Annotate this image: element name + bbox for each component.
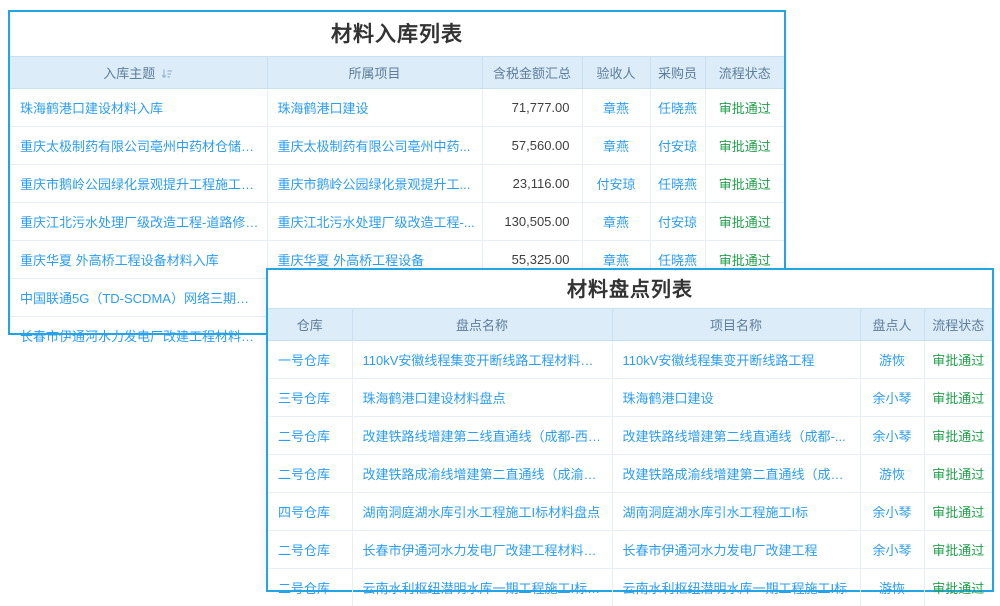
inbound-status-link[interactable]: 审批通过	[705, 127, 784, 165]
inbound-amount: 130,505.00	[482, 203, 582, 241]
inventory-warehouse-link[interactable]: 一号仓库	[268, 341, 352, 379]
inventory-warehouse-link[interactable]: 四号仓库	[268, 493, 352, 531]
inbound-subject-link[interactable]: 长春市伊通河水力发电厂改建工程材料入库	[10, 317, 267, 355]
inbound-list-title: 材料入库列表	[10, 12, 784, 56]
inventory-checker-link[interactable]: 游恢	[860, 569, 924, 606]
col-header-project-name: 项目名称	[612, 309, 860, 341]
inventory-status-link[interactable]: 审批通过	[924, 341, 992, 379]
inbound-subject-link[interactable]: 重庆华夏 外高桥工程设备材料入库	[10, 241, 267, 279]
col-header-inbound-amount: 含税金额汇总	[482, 57, 582, 89]
inbound-purchaser-link[interactable]: 付安琼	[650, 127, 705, 165]
table-row: 重庆市鹅岭公园绿化景观提升工程施工材... 重庆市鹅岭公园绿化景观提升工... …	[10, 165, 784, 203]
inventory-status-link[interactable]: 审批通过	[924, 379, 992, 417]
inventory-checker-link[interactable]: 余小琴	[860, 531, 924, 569]
inventory-warehouse-link[interactable]: 二号仓库	[268, 569, 352, 606]
table-row: 二号仓库 改建铁路线增建第二线直通线（成都-西安）... 改建铁路线增建第二线直…	[268, 417, 992, 455]
inbound-subject-link[interactable]: 珠海鹤港口建设材料入库	[10, 89, 267, 127]
col-header-inbound-inspector: 验收人	[582, 57, 650, 89]
inbound-purchaser-link[interactable]: 任晓燕	[650, 89, 705, 127]
table-row: 二号仓库 改建铁路成渝线增建第二直通线（成渝枢纽... 改建铁路成渝线增建第二直…	[268, 455, 992, 493]
table-row: 重庆太极制药有限公司亳州中药材仓储物... 重庆太极制药有限公司亳州中药... …	[10, 127, 784, 165]
table-row: 二号仓库 云南水利枢纽潜明水库一期工程施工I标材料... 云南水利枢纽潜明水库一…	[268, 569, 992, 606]
inventory-check-name-link[interactable]: 改建铁路线增建第二线直通线（成都-西安）...	[352, 417, 612, 455]
inbound-subject-link[interactable]: 中国联通5G（TD-SCDMA）网络三期四川...	[10, 279, 267, 317]
inventory-check-name-link[interactable]: 长春市伊通河水力发电厂改建工程材料盘点	[352, 531, 612, 569]
col-header-status: 流程状态	[924, 309, 992, 341]
inbound-project-link[interactable]: 重庆市鹅岭公园绿化景观提升工...	[267, 165, 482, 203]
table-row: 四号仓库 湖南洞庭湖水库引水工程施工I标材料盘点 湖南洞庭湖水库引水工程施工I标…	[268, 493, 992, 531]
inbound-inspector-link[interactable]: 付安琼	[582, 165, 650, 203]
table-row: 珠海鹤港口建设材料入库 珠海鹤港口建设 71,777.00 章燕 任晓燕 审批通…	[10, 89, 784, 127]
inventory-project-link[interactable]: 改建铁路成渝线增建第二直通线（成渝...	[612, 455, 860, 493]
inventory-check-name-link[interactable]: 改建铁路成渝线增建第二直通线（成渝枢纽...	[352, 455, 612, 493]
inventory-checker-link[interactable]: 余小琴	[860, 379, 924, 417]
inbound-project-link[interactable]: 重庆江北污水处理厂级改造工程-...	[267, 203, 482, 241]
inbound-subject-link[interactable]: 重庆太极制药有限公司亳州中药材仓储物...	[10, 127, 267, 165]
inbound-subject-link[interactable]: 重庆江北污水处理厂级改造工程-道路修复...	[10, 203, 267, 241]
inventory-list-panel: 材料盘点列表 仓库 盘点名称 项目名称 盘点人 流程状态 一号仓库 110kV安…	[266, 268, 994, 592]
inbound-purchaser-link[interactable]: 任晓燕	[650, 165, 705, 203]
inbound-status-link[interactable]: 审批通过	[705, 165, 784, 203]
inventory-project-link[interactable]: 云南水利枢纽潜明水库一期工程施工I标	[612, 569, 860, 606]
col-header-inbound-purchaser: 采购员	[650, 57, 705, 89]
table-row: 重庆江北污水处理厂级改造工程-道路修复... 重庆江北污水处理厂级改造工程-..…	[10, 203, 784, 241]
inventory-status-link[interactable]: 审批通过	[924, 455, 992, 493]
inbound-project-link[interactable]: 珠海鹤港口建设	[267, 89, 482, 127]
inbound-amount: 57,560.00	[482, 127, 582, 165]
inventory-status-link[interactable]: 审批通过	[924, 569, 992, 606]
inbound-amount: 23,116.00	[482, 165, 582, 203]
inbound-status-link[interactable]: 审批通过	[705, 89, 784, 127]
col-header-inbound-subject[interactable]: 入库主题	[10, 57, 267, 89]
inventory-table: 仓库 盘点名称 项目名称 盘点人 流程状态 一号仓库 110kV安徽线程集变开断…	[268, 308, 992, 606]
col-header-checker: 盘点人	[860, 309, 924, 341]
inventory-check-name-link[interactable]: 云南水利枢纽潜明水库一期工程施工I标材料...	[352, 569, 612, 606]
inbound-amount: 71,777.00	[482, 89, 582, 127]
inbound-header-row: 入库主题 所属项目 含税金额汇总 验收人 采购员 流程状态	[10, 57, 784, 89]
inventory-checker-link[interactable]: 游恢	[860, 455, 924, 493]
inventory-status-link[interactable]: 审批通过	[924, 417, 992, 455]
inbound-project-link[interactable]: 重庆太极制药有限公司亳州中药...	[267, 127, 482, 165]
inventory-list-title: 材料盘点列表	[268, 270, 992, 308]
inventory-project-link[interactable]: 改建铁路线增建第二线直通线（成都-...	[612, 417, 860, 455]
inventory-check-name-link[interactable]: 珠海鹤港口建设材料盘点	[352, 379, 612, 417]
inventory-project-link[interactable]: 珠海鹤港口建设	[612, 379, 860, 417]
col-header-check-name: 盘点名称	[352, 309, 612, 341]
inventory-status-link[interactable]: 审批通过	[924, 531, 992, 569]
sort-icon[interactable]	[161, 68, 173, 83]
inbound-inspector-link[interactable]: 章燕	[582, 89, 650, 127]
inventory-check-name-link[interactable]: 110kV安徽线程集变开断线路工程材料盘点	[352, 341, 612, 379]
inventory-project-link[interactable]: 湖南洞庭湖水库引水工程施工I标	[612, 493, 860, 531]
inventory-header-row: 仓库 盘点名称 项目名称 盘点人 流程状态	[268, 309, 992, 341]
table-row: 三号仓库 珠海鹤港口建设材料盘点 珠海鹤港口建设 余小琴 审批通过	[268, 379, 992, 417]
inventory-checker-link[interactable]: 余小琴	[860, 493, 924, 531]
col-header-inbound-project: 所属项目	[267, 57, 482, 89]
inventory-checker-link[interactable]: 游恢	[860, 341, 924, 379]
col-header-inbound-status: 流程状态	[705, 57, 784, 89]
table-row: 一号仓库 110kV安徽线程集变开断线路工程材料盘点 110kV安徽线程集变开断…	[268, 341, 992, 379]
inventory-warehouse-link[interactable]: 二号仓库	[268, 531, 352, 569]
inbound-subject-link[interactable]: 重庆市鹅岭公园绿化景观提升工程施工材...	[10, 165, 267, 203]
inventory-warehouse-link[interactable]: 二号仓库	[268, 455, 352, 493]
inventory-warehouse-link[interactable]: 三号仓库	[268, 379, 352, 417]
inbound-purchaser-link[interactable]: 付安琼	[650, 203, 705, 241]
inventory-warehouse-link[interactable]: 二号仓库	[268, 417, 352, 455]
inventory-checker-link[interactable]: 余小琴	[860, 417, 924, 455]
inbound-inspector-link[interactable]: 章燕	[582, 203, 650, 241]
table-row: 二号仓库 长春市伊通河水力发电厂改建工程材料盘点 长春市伊通河水力发电厂改建工程…	[268, 531, 992, 569]
inventory-status-link[interactable]: 审批通过	[924, 493, 992, 531]
inventory-check-name-link[interactable]: 湖南洞庭湖水库引水工程施工I标材料盘点	[352, 493, 612, 531]
inventory-project-link[interactable]: 长春市伊通河水力发电厂改建工程	[612, 531, 860, 569]
inbound-inspector-link[interactable]: 章燕	[582, 127, 650, 165]
inventory-project-link[interactable]: 110kV安徽线程集变开断线路工程	[612, 341, 860, 379]
col-header-warehouse: 仓库	[268, 309, 352, 341]
inbound-status-link[interactable]: 审批通过	[705, 203, 784, 241]
